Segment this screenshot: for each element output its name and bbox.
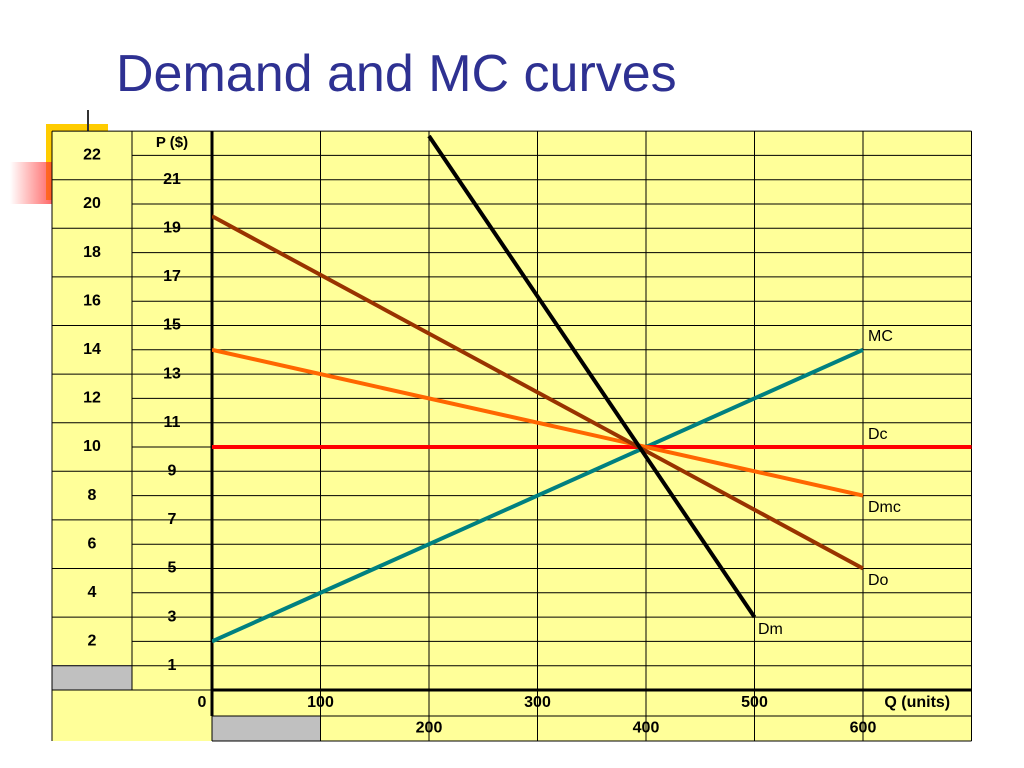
- y-tick-label: 15: [163, 317, 181, 334]
- series-label-dmc: Dmc: [868, 499, 901, 516]
- gray-cell: [52, 665, 132, 690]
- slide-title: Demand and MC curves: [116, 45, 677, 103]
- x-tick-label: 100: [307, 694, 334, 711]
- x-tick-label: 500: [741, 694, 768, 711]
- y-tick-label: 3: [168, 608, 177, 625]
- x-tick-label: 600: [850, 720, 877, 737]
- x-tick-label: 400: [633, 720, 660, 737]
- series-label-do: Do: [868, 572, 889, 589]
- series-label-dc: Dc: [868, 426, 888, 443]
- y-tick-label: 14: [83, 341, 101, 358]
- y-tick-label: 1: [168, 657, 177, 674]
- y-tick-label: 18: [83, 244, 101, 261]
- y-tick-label: 12: [83, 390, 101, 407]
- y-tick-label: 16: [83, 292, 101, 309]
- y-tick-label: 11: [164, 414, 181, 431]
- y-tick-label: 22: [83, 147, 101, 164]
- y-tick-label: 5: [168, 560, 177, 577]
- decoration-bar-red: [10, 162, 58, 204]
- y-tick-label: 6: [88, 535, 97, 552]
- series-line-dmc: [212, 347, 864, 498]
- series-line-mc: [212, 347, 864, 644]
- origin-label: 0: [198, 694, 207, 711]
- y-tick-label: 17: [163, 268, 181, 285]
- series-label-dm: Dm: [758, 621, 783, 638]
- chart-background: [52, 131, 972, 742]
- x-tick-label: 300: [524, 694, 551, 711]
- x-axis-label: Q (units): [884, 694, 950, 711]
- y-tick-label: 8: [88, 487, 97, 504]
- series-line-dm: [427, 134, 757, 619]
- series-line-do: [212, 214, 864, 571]
- y-tick-label: 9: [168, 463, 177, 480]
- x-tick-label: 200: [416, 720, 443, 737]
- y-tick-label: 10: [83, 438, 101, 455]
- y-axis-label: P ($): [156, 134, 188, 151]
- y-tick-label: 7: [168, 511, 177, 528]
- y-tick-label: 20: [83, 195, 101, 212]
- y-tick-label: 13: [163, 365, 181, 382]
- gray-cell: [212, 716, 321, 741]
- y-tick-label: 4: [88, 584, 97, 601]
- y-tick-label: 19: [163, 220, 181, 237]
- y-tick-label: 21: [163, 171, 181, 188]
- series-label-mc: MC: [868, 328, 893, 345]
- y-tick-label: 2: [88, 633, 97, 650]
